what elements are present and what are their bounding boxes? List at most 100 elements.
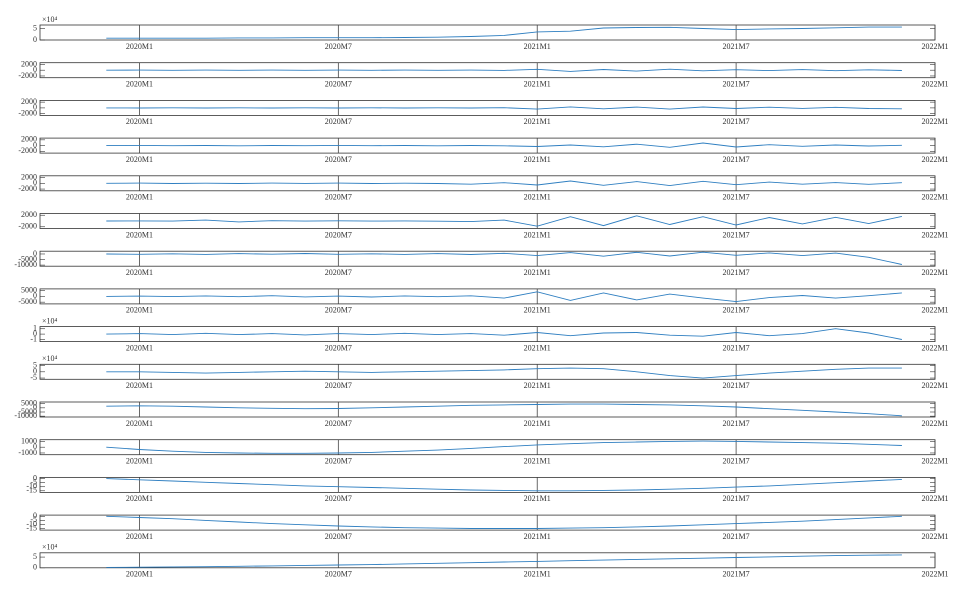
x-tick-label: 2020M7 — [325, 306, 352, 315]
y-tick-label: 0 — [33, 140, 37, 149]
series-line — [106, 367, 902, 379]
axes-frame — [39, 401, 936, 418]
y-tick-label: 0 — [33, 367, 37, 376]
y-tick-label: -10000 — [14, 411, 37, 420]
x-tick-label: 2020M1 — [126, 381, 153, 390]
y-tick-label: -2000 — [18, 222, 37, 231]
series-line — [106, 403, 902, 417]
x-tick-label: 2020M7 — [325, 42, 352, 51]
y-tick-label: 0 — [33, 511, 37, 520]
x-tick-label: 2021M7 — [723, 268, 750, 277]
y-tick-label: -5 — [30, 477, 37, 486]
x-tick-label: 2022M1 — [921, 343, 948, 352]
x-tick-label: 2021M1 — [524, 343, 551, 352]
y-tick-label: -5 — [30, 515, 37, 524]
y-tick-label: -2000 — [18, 71, 37, 80]
x-tick-label: 2021M7 — [723, 306, 750, 315]
y-tick-label: -15 — [26, 523, 37, 532]
series-line — [106, 180, 902, 187]
x-tick-label: 2022M1 — [921, 532, 948, 541]
x-tick-label: 2020M7 — [325, 193, 352, 202]
series-line — [106, 328, 902, 340]
y-tick-label: 0 — [33, 403, 37, 412]
x-tick-label: 2020M7 — [325, 155, 352, 164]
y-multiplier: ×10⁴ — [42, 354, 58, 363]
x-tick-label: 2020M7 — [325, 570, 352, 579]
x-tick-label: 2022M1 — [921, 155, 948, 164]
x-tick-label: 2022M1 — [921, 381, 948, 390]
x-tick-label: 2020M7 — [325, 80, 352, 89]
x-tick-label: 2020M1 — [126, 268, 153, 277]
series-line — [106, 215, 902, 227]
x-tick-label: 2020M1 — [126, 419, 153, 428]
x-tick-label: 2022M1 — [921, 306, 948, 315]
x-tick-label: 2020M1 — [126, 117, 153, 126]
y-tick-label: -5000 — [18, 297, 37, 306]
x-tick-label: 2021M7 — [723, 419, 750, 428]
x-tick-label: 2020M7 — [325, 268, 352, 277]
x-tick-label: 2021M1 — [524, 381, 551, 390]
x-tick-label: 2021M1 — [524, 42, 551, 51]
y-tick-label: 0 — [33, 563, 37, 572]
x-tick-label: 2021M7 — [723, 570, 750, 579]
x-tick-label: 2021M1 — [524, 570, 551, 579]
axes-frame — [39, 552, 936, 569]
x-tick-label: 2020M1 — [126, 42, 153, 51]
x-tick-label: 2020M7 — [325, 419, 352, 428]
x-tick-label: 2021M1 — [524, 193, 551, 202]
x-tick-label: 2021M1 — [524, 532, 551, 541]
series-line — [106, 478, 902, 492]
series-line — [106, 440, 902, 454]
series-line — [106, 68, 902, 72]
x-tick-label: 2021M7 — [723, 80, 750, 89]
series-line — [106, 291, 902, 303]
x-tick-label: 2020M7 — [325, 381, 352, 390]
y-tick-label: 0 — [33, 473, 37, 482]
x-tick-label: 2020M1 — [126, 494, 153, 503]
y-tick-label: 2000 — [21, 172, 37, 181]
x-tick-label: 2021M7 — [723, 42, 750, 51]
x-tick-label: 2021M1 — [524, 268, 551, 277]
y-tick-label: 1000 — [21, 436, 37, 445]
series-line — [106, 251, 902, 265]
series-line — [106, 142, 902, 148]
y-tick-label: -15 — [26, 486, 37, 495]
y-tick-label: 0 — [33, 178, 37, 187]
y-tick-label: 0 — [33, 442, 37, 451]
y-tick-label: -2000 — [18, 146, 37, 155]
x-tick-label: 2021M1 — [524, 419, 551, 428]
y-tick-label: -10 — [26, 519, 37, 528]
y-tick-label: 1 — [33, 324, 37, 333]
y-tick-label: 5 — [33, 23, 37, 32]
y-tick-label: 0 — [33, 329, 37, 338]
y-tick-label: 0 — [33, 35, 37, 44]
y-tick-label: 5 — [33, 360, 37, 369]
x-tick-label: 2020M1 — [126, 306, 153, 315]
axes-frame — [39, 514, 936, 531]
x-tick-label: 2021M7 — [723, 494, 750, 503]
x-tick-label: 2022M1 — [921, 457, 948, 466]
y-tick-label: -1000 — [18, 448, 37, 457]
x-tick-label: 2020M1 — [126, 570, 153, 579]
x-tick-label: 2022M1 — [921, 570, 948, 579]
x-tick-label: 2021M7 — [723, 532, 750, 541]
x-tick-label: 2021M7 — [723, 117, 750, 126]
x-tick-label: 2021M1 — [524, 117, 551, 126]
x-tick-label: 2022M1 — [921, 117, 948, 126]
series-line — [106, 515, 902, 529]
x-tick-label: 2021M1 — [524, 155, 551, 164]
series-line — [106, 26, 902, 39]
y-tick-label: 5000 — [21, 285, 37, 294]
x-tick-label: 2020M7 — [325, 532, 352, 541]
x-tick-label: 2020M1 — [126, 532, 153, 541]
y-tick-label: -2000 — [18, 184, 37, 193]
x-tick-label: 2021M1 — [524, 457, 551, 466]
series-line — [106, 554, 902, 568]
x-tick-label: 2021M7 — [723, 193, 750, 202]
x-tick-label: 2021M7 — [723, 230, 750, 239]
y-tick-label: 0 — [33, 291, 37, 300]
y-multiplier: ×10⁴ — [42, 316, 58, 325]
y-tick-label: -1 — [30, 334, 37, 343]
y-tick-label: -5 — [30, 373, 37, 382]
